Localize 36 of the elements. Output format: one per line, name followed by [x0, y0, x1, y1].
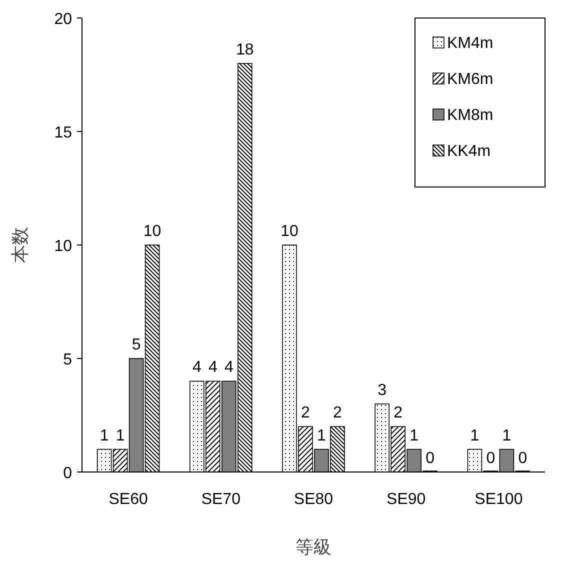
data-label: 2	[301, 404, 310, 422]
legend-label: KM8m	[447, 107, 494, 124]
data-label: 1	[470, 427, 480, 444]
y-tick-label: 5	[63, 352, 72, 368]
data-label: 5	[132, 336, 141, 354]
data-label: 2	[394, 404, 403, 422]
data-label: 4	[192, 359, 202, 376]
data-label: 1	[100, 427, 109, 444]
data-label: 10	[143, 223, 162, 240]
data-label: 0	[426, 450, 435, 467]
x-axis-title: 等級	[296, 537, 332, 557]
data-label: 1	[317, 427, 326, 444]
data-label: 3	[378, 382, 387, 399]
x-tick-label: SE100	[474, 491, 523, 508]
data-label: 2	[333, 404, 342, 422]
y-tick-label: 10	[54, 238, 72, 255]
data-label: 10	[280, 223, 298, 240]
data-label: 4	[224, 359, 234, 376]
data-label: 0	[518, 450, 528, 467]
data-label: 18	[236, 41, 254, 58]
data-label: 1	[116, 427, 125, 444]
data-label: 4	[208, 359, 218, 376]
legend-label: KM4m	[447, 35, 494, 52]
legend-label: KM6m	[447, 71, 494, 88]
legend-label: KK4m	[447, 143, 491, 160]
x-tick-label: SE60	[108, 491, 148, 508]
x-tick-label: SE70	[201, 491, 241, 508]
y-tick-label: 20	[54, 11, 72, 28]
y-axis-title: 本数	[10, 227, 30, 263]
y-tick-label: 0	[63, 465, 72, 482]
data-label: 1	[502, 427, 512, 444]
data-label: 0	[486, 450, 496, 467]
y-tick-label: 15	[54, 124, 72, 142]
x-tick-label: SE90	[386, 491, 426, 508]
x-tick-label: SE80	[294, 491, 334, 508]
data-label: 1	[410, 427, 419, 444]
